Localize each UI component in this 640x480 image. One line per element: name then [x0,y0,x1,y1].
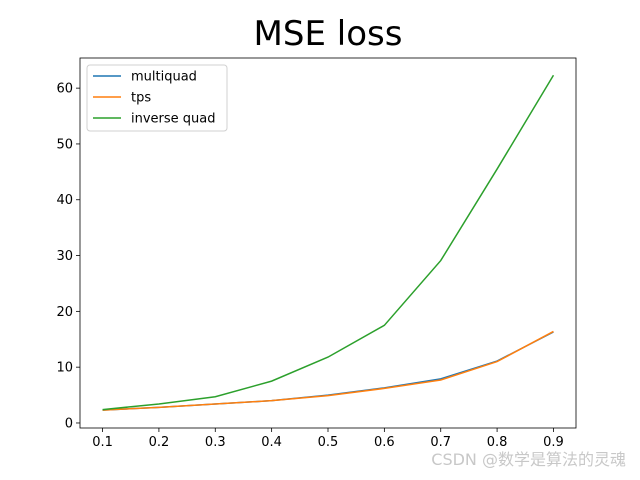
series-line-tps [102,330,554,411]
x-tick-label: 0.6 [374,435,395,450]
x-tick-label: 0.4 [261,435,282,450]
legend: multiquad tps inverse quad [86,64,228,132]
x-tick-label: 0.5 [318,435,339,450]
y-tick-label: 10 [56,361,73,376]
chart-title: MSE loss [253,14,403,54]
y-tick-label: 40 [56,193,73,208]
x-tick-label: 0.8 [487,435,508,450]
x-tick-label: 0.2 [149,435,170,450]
legend-label: tps [131,91,151,106]
y-tick-label: 50 [56,137,73,152]
series-line-inverse-quad [102,74,555,411]
y-tick-label: 30 [56,249,73,264]
y-tick-label: 60 [56,82,73,97]
x-tick-label: 0.3 [205,435,226,450]
x-tick-label: 0.1 [92,435,113,450]
y-tick-label: 20 [56,305,73,320]
y-tick-label: 0 [65,416,73,431]
legend-label: multiquad [131,70,197,85]
x-tick-label: 0.7 [430,435,451,450]
series-line-multiquad [102,331,554,411]
watermark: CSDN @数学是算法的灵魂 [431,450,626,469]
legend-box [86,64,228,132]
legend-label: inverse quad [131,112,216,127]
x-tick-label: 0.9 [543,435,564,450]
